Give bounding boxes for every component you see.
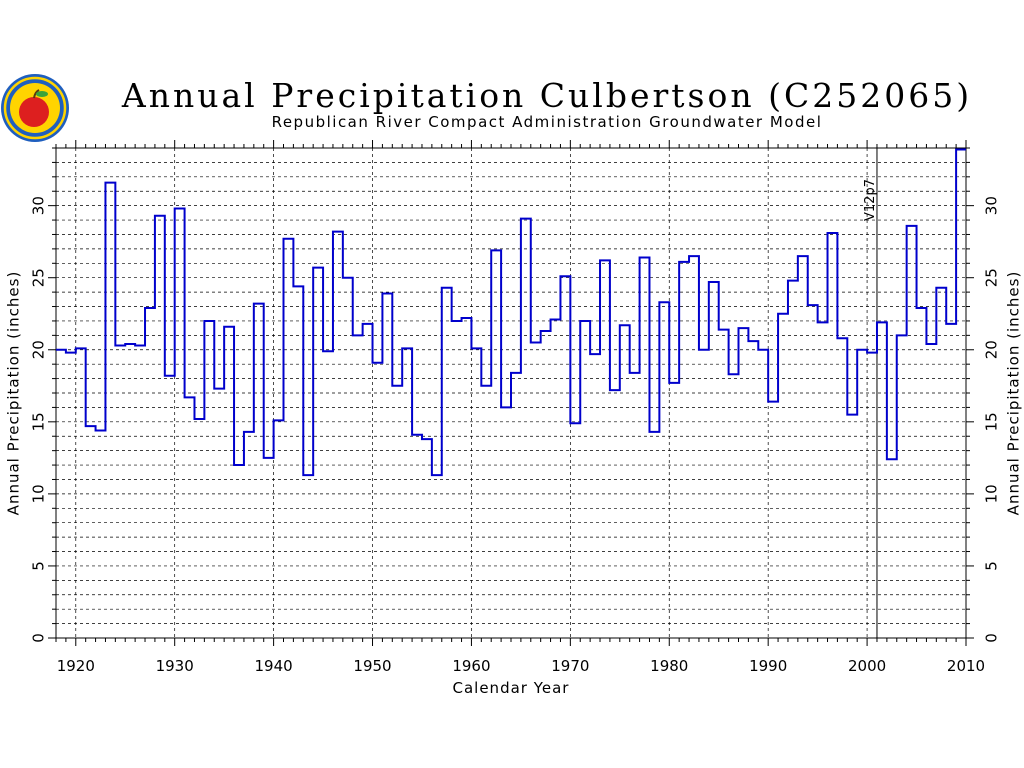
chart-title: Annual Precipitation Culbertson (C252065… xyxy=(121,76,973,115)
x-tick-label: 1970 xyxy=(551,657,589,675)
x-tick-label: 2000 xyxy=(848,657,886,675)
y-tick-label-right: 5 xyxy=(983,561,1001,571)
y-tick-label-right: 30 xyxy=(983,196,1001,215)
x-tick-label: 1920 xyxy=(57,657,95,675)
tick-layer xyxy=(48,140,974,646)
x-tick-label: 1950 xyxy=(353,657,391,675)
label-layer: 0 0 5 5 10 10 15 15 20 20 25 25 30 30 1920 1930 1940 1950… xyxy=(30,196,1001,675)
apple-shape xyxy=(19,97,49,127)
x-tick-label: 2010 xyxy=(947,657,985,675)
annotation-label: V12p7 xyxy=(863,179,878,221)
seal-logo xyxy=(1,74,69,142)
chart-subtitle: Republican River Compact Administration … xyxy=(271,113,823,131)
y-tick-label-right: 10 xyxy=(983,484,1001,503)
x-tick-label: 1960 xyxy=(452,657,490,675)
y-tick-label-left: 15 xyxy=(30,412,48,431)
y-tick-label-left: 20 xyxy=(30,340,48,359)
x-axis-label: Calendar Year xyxy=(453,679,570,697)
y-tick-label-right: 15 xyxy=(983,412,1001,431)
y-axis-label-right: Annual Precipitation (inches) xyxy=(1005,271,1023,516)
x-tick-label: 1940 xyxy=(255,657,293,675)
y-tick-label-left: 5 xyxy=(30,561,48,571)
y-tick-label-right: 0 xyxy=(983,633,1001,643)
grid-layer xyxy=(56,148,966,638)
y-tick-label-left: 30 xyxy=(30,196,48,215)
y-tick-label-right: 25 xyxy=(983,268,1001,287)
x-tick-label: 1980 xyxy=(650,657,688,675)
x-tick-label: 1930 xyxy=(156,657,194,675)
y-tick-label-right: 20 xyxy=(983,340,1001,359)
y-tick-label-left: 25 xyxy=(30,268,48,287)
series-step-line xyxy=(56,148,966,477)
apple-leaf xyxy=(36,91,48,97)
seal-gold-ring xyxy=(3,76,67,140)
y-axis-label: Annual Precipitation (inches) xyxy=(5,271,23,516)
y-tick-label-left: 0 xyxy=(30,633,48,643)
x-tick-label: 1990 xyxy=(749,657,787,675)
annotation-layer: V12p7 xyxy=(863,148,878,638)
y-tick-label-left: 10 xyxy=(30,484,48,503)
apple-stem xyxy=(33,89,40,99)
